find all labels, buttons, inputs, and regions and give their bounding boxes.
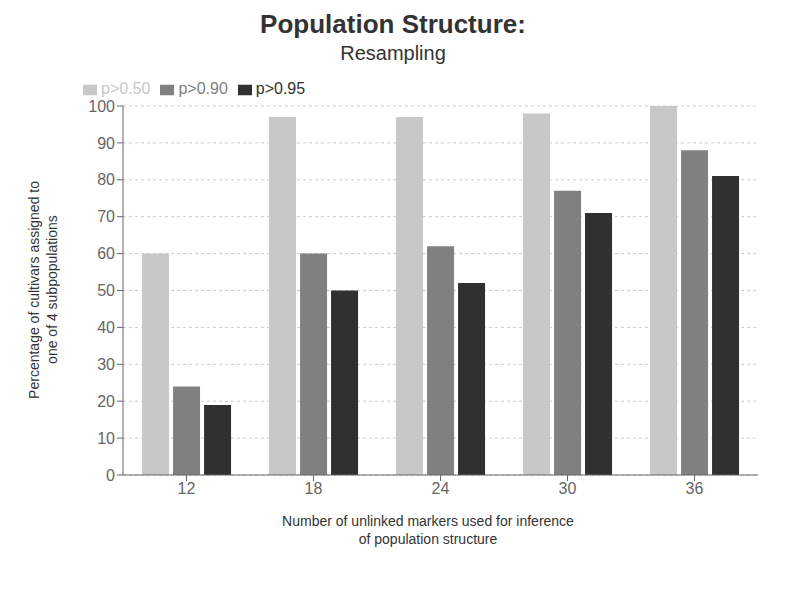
svg-text:0: 0 — [106, 467, 115, 484]
html-text:p>0.90: p>0.90 — [178, 80, 228, 97]
svg-text:12: 12 — [178, 480, 196, 497]
svg-text:36: 36 — [686, 480, 704, 497]
svg-text:90: 90 — [97, 135, 115, 152]
svg-text:50: 50 — [97, 282, 115, 299]
html-text:Number of unlinked markers use: Number of unlinked markers used for infe… — [282, 513, 574, 547]
svg-text:80: 80 — [97, 171, 115, 188]
svg-text:10: 10 — [97, 430, 115, 447]
svg-text:30: 30 — [97, 356, 115, 373]
svg-text:100: 100 — [88, 98, 115, 115]
svg-text:40: 40 — [97, 319, 115, 336]
svg-text:30: 30 — [559, 480, 577, 497]
svg-text:70: 70 — [97, 208, 115, 225]
html-text:Population Structure:: Population Structure: — [260, 9, 526, 39]
svg-text:18: 18 — [305, 480, 323, 497]
html-text:Resampling: Resampling — [340, 42, 446, 64]
svg-text:60: 60 — [97, 245, 115, 262]
html-text:Percentage of cultivars assign: Percentage of cultivars assigned to one … — [26, 181, 60, 399]
svg-text:20: 20 — [97, 393, 115, 410]
svg-text:24: 24 — [432, 480, 450, 497]
html-text:p>0.95: p>0.95 — [255, 80, 306, 97]
html-text:p>0.50: p>0.50 — [101, 80, 151, 97]
